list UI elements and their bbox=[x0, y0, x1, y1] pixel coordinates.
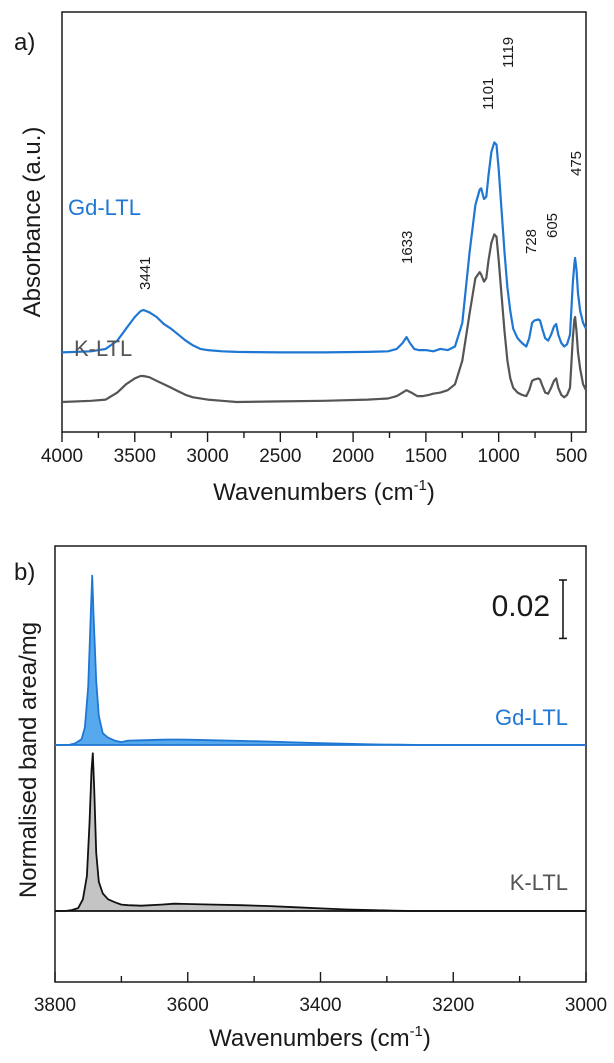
peak-label-1119: 1119 bbox=[500, 37, 517, 68]
line-k-ltl-b bbox=[55, 752, 586, 912]
panel-a-x-tick-labels: 4000 3500 3000 2500 2000 1500 1000 500 bbox=[41, 446, 587, 467]
panel-b-curves bbox=[55, 574, 586, 912]
x-tick-label-b-3800: 3800 bbox=[34, 995, 76, 1016]
x-tick-label-a-3000: 3000 bbox=[186, 446, 228, 467]
x-tick-label-b-3200: 3200 bbox=[432, 995, 474, 1016]
peak-label-728: 728 bbox=[523, 229, 540, 254]
panel-a-label: a) bbox=[14, 29, 35, 56]
area-k-ltl bbox=[55, 753, 586, 911]
peak-label-605: 605 bbox=[544, 213, 561, 238]
scale-bar-label: 0.02 bbox=[492, 590, 550, 623]
x-tick-label-a-4000: 4000 bbox=[41, 446, 83, 467]
panel-b-x-axis-title-main: Wavenumbers (cm bbox=[209, 1025, 409, 1052]
peak-label-475: 475 bbox=[568, 151, 585, 176]
peak-label-1633: 1633 bbox=[399, 231, 416, 264]
panel-b: b) 3800 3600 3400 3200 3000 Normalised band … bbox=[14, 545, 607, 1052]
x-tick-label-a-1500: 1500 bbox=[405, 446, 447, 467]
panel-a-x-axis-title-close: ) bbox=[427, 479, 435, 506]
series-label-gd-ltl-a: Gd-LTL bbox=[68, 195, 141, 220]
x-tick-label-b-3000: 3000 bbox=[565, 995, 607, 1016]
panel-a-curves bbox=[61, 141, 587, 404]
panel-b-x-axis-title-close: ) bbox=[423, 1025, 431, 1052]
panel-a-x-axis-title: Wavenumbers (cm-1) bbox=[213, 477, 435, 506]
scale-bar bbox=[559, 579, 567, 640]
peak-label-3441: 3441 bbox=[137, 257, 154, 290]
peak-label-1101: 1101 bbox=[480, 78, 497, 110]
panel-b-x-axis-title-sup: -1 bbox=[410, 1023, 423, 1040]
panel-b-x-tick-labels: 3800 3600 3400 3200 3000 bbox=[34, 995, 607, 1016]
line-k-ltl bbox=[61, 233, 587, 404]
panel-b-label: b) bbox=[14, 559, 35, 586]
panel-a-x-axis-title-sup: -1 bbox=[414, 477, 427, 494]
x-tick-label-a-2500: 2500 bbox=[259, 446, 301, 467]
series-label-gd-ltl-b: Gd-LTL bbox=[495, 705, 568, 730]
panel-b-x-ticks bbox=[54, 972, 587, 982]
x-tick-label-b-3600: 3600 bbox=[167, 995, 209, 1016]
panel-b-x-axis-title: Wavenumbers (cm-1) bbox=[209, 1023, 431, 1052]
panel-a-y-axis-title: Absorbance (a.u.) bbox=[19, 127, 46, 318]
panel-a-frame bbox=[61, 11, 587, 433]
x-tick-label-a-2000: 2000 bbox=[332, 446, 374, 467]
panel-a-x-ticks bbox=[61, 432, 573, 442]
x-tick-label-a-1000: 1000 bbox=[478, 446, 520, 467]
x-tick-label-b-3400: 3400 bbox=[299, 995, 341, 1016]
panel-a: a) 4000 3500 3000 2500 2000 1500 1000 500 Absor… bbox=[14, 11, 587, 506]
x-tick-label-a-500: 500 bbox=[556, 446, 588, 467]
series-label-k-ltl-b: K-LTL bbox=[510, 870, 568, 895]
line-gd-ltl-b bbox=[55, 574, 586, 746]
panel-a-x-axis-title-main: Wavenumbers (cm bbox=[213, 479, 413, 506]
panel-b-y-axis-title: Normalised band area/mg bbox=[15, 622, 42, 898]
line-gd-ltl bbox=[61, 141, 587, 354]
x-tick-label-a-3500: 3500 bbox=[114, 446, 156, 467]
series-label-k-ltl-a: K-LTL bbox=[74, 336, 132, 361]
